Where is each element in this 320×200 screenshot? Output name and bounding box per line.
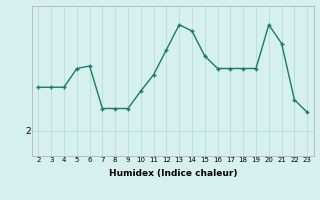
X-axis label: Humidex (Indice chaleur): Humidex (Indice chaleur) <box>108 169 237 178</box>
